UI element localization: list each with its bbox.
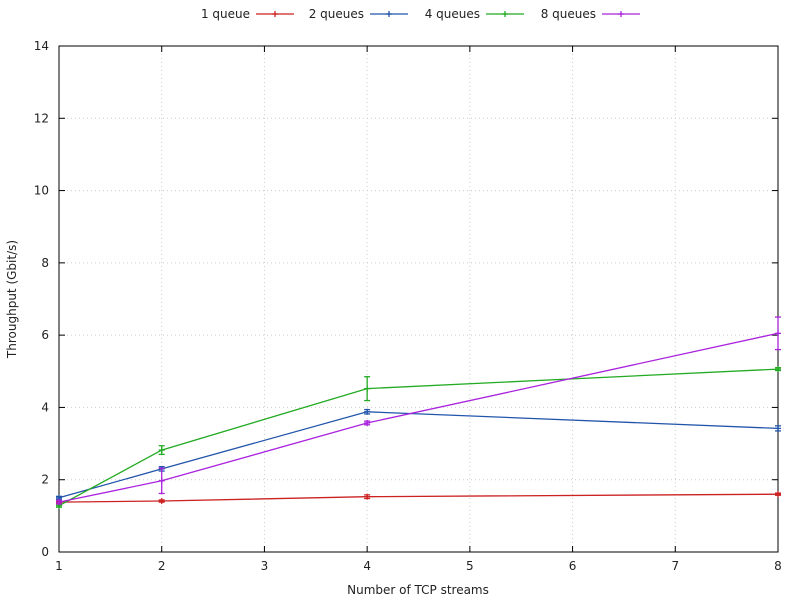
x-tick-label: 4 bbox=[363, 559, 371, 573]
legend-label: 1 queue bbox=[201, 7, 250, 21]
y-axis-label: Throughput (Gbit/s) bbox=[5, 240, 19, 359]
series-4 bbox=[56, 316, 781, 506]
legend-label: 2 queues bbox=[309, 7, 364, 21]
y-tick-label: 2 bbox=[41, 473, 49, 487]
series-2 bbox=[56, 408, 781, 501]
series-line bbox=[58, 368, 779, 507]
x-tick-label: 2 bbox=[158, 559, 166, 573]
y-tick-label: 14 bbox=[34, 39, 49, 53]
axes bbox=[58, 45, 779, 553]
grid-lines bbox=[59, 46, 778, 552]
series-1 bbox=[56, 491, 781, 506]
series bbox=[56, 316, 781, 509]
legend-entry: 8 queues bbox=[541, 7, 640, 21]
y-tick-label: 10 bbox=[34, 184, 49, 198]
legend-entry: 1 queue bbox=[201, 7, 294, 21]
legend-label: 4 queues bbox=[425, 7, 480, 21]
series-line bbox=[58, 332, 779, 503]
legend: 1 queue 2 queues 4 queues 8 queues bbox=[201, 7, 640, 21]
x-tick-label: 3 bbox=[261, 559, 269, 573]
series-line bbox=[58, 493, 779, 503]
series-line bbox=[58, 411, 779, 499]
y-tick-label: 6 bbox=[41, 328, 49, 342]
x-tick-label: 8 bbox=[774, 559, 782, 573]
legend-entry: 4 queues bbox=[425, 7, 524, 21]
y-tick-label: 8 bbox=[41, 256, 49, 270]
legend-label: 8 queues bbox=[541, 7, 596, 21]
x-tick-label: 1 bbox=[55, 559, 63, 573]
legend-entry: 2 queues bbox=[309, 7, 408, 21]
y-tick-label: 4 bbox=[41, 400, 49, 414]
x-tick-label: 5 bbox=[466, 559, 474, 573]
y-tick-label: 12 bbox=[34, 111, 49, 125]
plot-frame bbox=[58, 45, 779, 553]
x-tick-label: 6 bbox=[569, 559, 577, 573]
x-tick-label: 7 bbox=[671, 559, 679, 573]
x-axis-label: Number of TCP streams bbox=[347, 583, 489, 597]
y-tick-label: 0 bbox=[41, 545, 49, 559]
series-3 bbox=[56, 366, 781, 509]
